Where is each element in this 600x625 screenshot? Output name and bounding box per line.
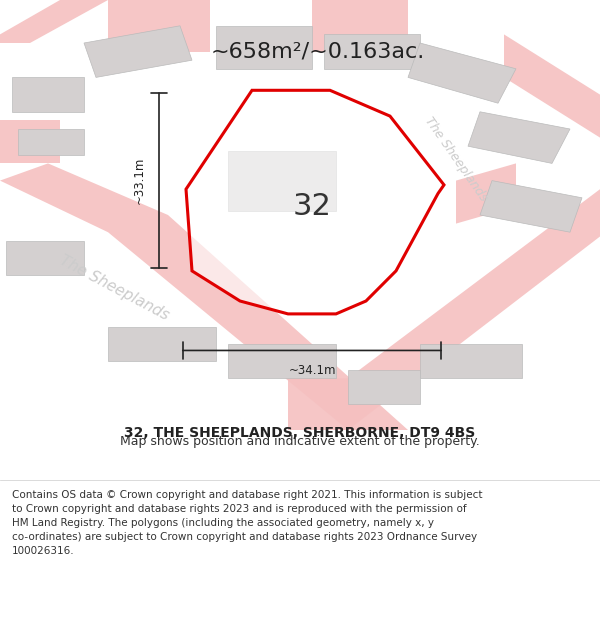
Text: Contains OS data © Crown copyright and database right 2021. This information is : Contains OS data © Crown copyright and d… <box>12 490 482 556</box>
Polygon shape <box>6 241 84 275</box>
Polygon shape <box>18 129 84 155</box>
Polygon shape <box>480 181 582 232</box>
Polygon shape <box>324 34 420 69</box>
Polygon shape <box>456 163 516 224</box>
Polygon shape <box>420 344 522 378</box>
Polygon shape <box>0 163 408 430</box>
Text: ~34.1m: ~34.1m <box>288 364 336 377</box>
Text: 32, THE SHEEPLANDS, SHERBORNE, DT9 4BS: 32, THE SHEEPLANDS, SHERBORNE, DT9 4BS <box>124 426 476 440</box>
Polygon shape <box>84 26 192 78</box>
Polygon shape <box>228 344 336 378</box>
Polygon shape <box>468 112 570 163</box>
Text: Map shows position and indicative extent of the property.: Map shows position and indicative extent… <box>120 434 480 447</box>
Polygon shape <box>216 26 312 69</box>
Polygon shape <box>0 121 60 163</box>
Polygon shape <box>108 327 216 361</box>
Polygon shape <box>348 370 420 404</box>
Polygon shape <box>228 151 336 211</box>
Polygon shape <box>12 78 84 112</box>
Text: The Sheeplands: The Sheeplands <box>57 253 171 323</box>
Polygon shape <box>408 43 516 103</box>
Polygon shape <box>504 34 600 138</box>
Polygon shape <box>186 90 444 314</box>
Polygon shape <box>312 0 408 52</box>
Text: ~658m²/~0.163ac.: ~658m²/~0.163ac. <box>211 42 425 62</box>
Polygon shape <box>288 189 600 430</box>
Text: 32: 32 <box>293 192 331 221</box>
Text: The Sheeplands: The Sheeplands <box>422 114 490 204</box>
Polygon shape <box>0 0 108 43</box>
Polygon shape <box>108 0 210 52</box>
Text: ~33.1m: ~33.1m <box>133 157 146 204</box>
